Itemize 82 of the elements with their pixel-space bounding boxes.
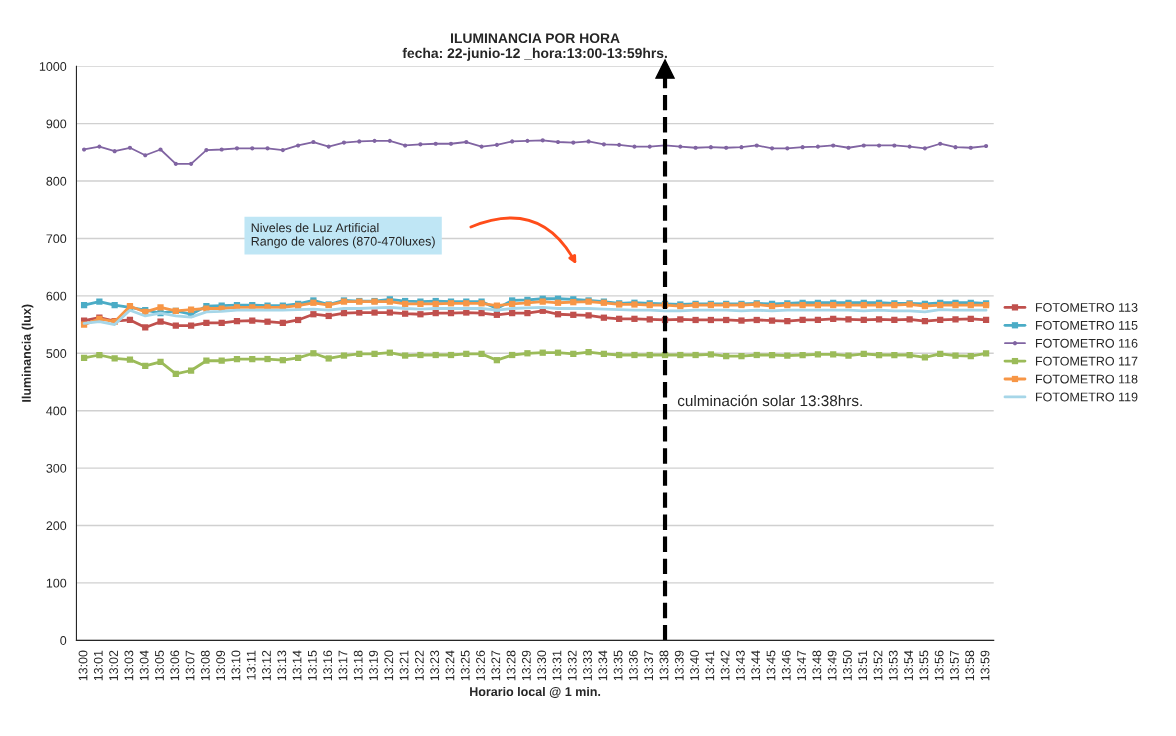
x-tick-label: 13:19: [369, 650, 378, 681]
y-tick-label: 600: [46, 291, 67, 301]
chart-title: ILUMINANCIA POR HORA fecha: 22-junio-12 _hora:13:00-13:59hrs.: [402, 33, 667, 61]
annotation: Niveles de Luz Artificial Rango de valores (870-470luxes): [251, 223, 435, 249]
y-tick-label: 900: [46, 119, 67, 129]
x-tick-label: 13:00: [78, 650, 88, 681]
x-tick-label: 13:49: [827, 650, 837, 681]
x-tick-label: 13:48: [812, 650, 822, 681]
y-tick-label: 200: [46, 521, 67, 531]
x-tick-label: 13:33: [583, 650, 592, 681]
y-tick-label: 100: [46, 578, 67, 588]
legend-label: FOTOMETRO 117: [1036, 356, 1138, 366]
x-tick-label: 13:07: [185, 650, 195, 681]
x-tick-label: 13:18: [353, 650, 363, 681]
x-tick-label: 13:41: [705, 650, 715, 681]
x-tick-label: 13:16: [323, 650, 333, 681]
x-tick-label: 13:35: [613, 650, 623, 681]
y-tick-label: 400: [46, 406, 67, 416]
ref-line-label: culminación solar 13:38hrs.: [677, 394, 862, 407]
x-tick-label: 13:25: [460, 650, 470, 681]
x-tick-label: 13:36: [628, 650, 638, 681]
y-tick-label: 500: [46, 349, 67, 358]
x-tick-label: 13:39: [674, 650, 684, 681]
x-tick-label: 13:45: [766, 650, 776, 681]
x-tick-label: 13:09: [216, 650, 226, 681]
x-tick-label: 13:08: [200, 650, 210, 681]
x-tick-label: 13:51: [858, 650, 868, 681]
x-tick-label: 13:21: [399, 650, 409, 681]
x-tick-label: 13:46: [781, 650, 791, 681]
x-tick-label: 13:34: [598, 650, 608, 681]
x-tick-label: 13:57: [950, 650, 959, 681]
x-tick-label: 13:32: [567, 650, 577, 681]
x-tick-label: 13:06: [170, 650, 180, 681]
x-tick-label: 13:42: [720, 650, 730, 681]
x-tick-label: 13:05: [155, 650, 164, 681]
x-tick-label: 13:02: [109, 650, 119, 681]
x-tick-label: 13:17: [338, 650, 348, 681]
x-tick-label: 13:12: [262, 650, 271, 681]
x-tick-label: 13:54: [904, 650, 913, 681]
x-tick-label: 13:13: [277, 650, 287, 681]
y-tick-label: 0: [60, 636, 67, 645]
x-tick-label: 13:04: [139, 650, 149, 681]
x-tick-label: 13:30: [537, 650, 547, 681]
x-tick-label: 13:38: [659, 650, 669, 681]
x-tick-label: 13:50: [842, 650, 852, 681]
x-tick-label: 13:15: [307, 650, 317, 681]
x-tick-label: 13:24: [445, 650, 455, 681]
x-tick-label: 13:53: [888, 650, 898, 681]
legend-label: FOTOMETRO 118: [1036, 374, 1138, 384]
legend-label: FOTOMETRO 119: [1036, 392, 1138, 402]
x-tick-label: 13:56: [934, 650, 944, 681]
x-tick-label: 13:01: [93, 650, 103, 681]
x-tick-label: 13:58: [965, 650, 975, 681]
x-tick-label: 13:44: [751, 650, 761, 681]
y-tick-label: 800: [46, 176, 67, 186]
x-tick-label: 13:52: [873, 650, 883, 681]
x-tick-label: 13:10: [231, 650, 241, 681]
x-tick-label: 13:14: [292, 650, 302, 681]
y-tick-label: 700: [46, 234, 67, 244]
y-tick-label: 1000: [39, 62, 67, 71]
x-tick-label: 13:26: [476, 650, 485, 681]
x-tick-label: 13:23: [430, 650, 440, 681]
x-tick-label: 13:31: [552, 650, 562, 681]
x-tick-label: 13:40: [690, 650, 699, 681]
x-tick-label: 13:47: [797, 650, 806, 681]
x-tick-label: 13:03: [124, 650, 134, 681]
x-tick-label: 13:28: [506, 650, 516, 681]
x-tick-label: 13:37: [644, 650, 654, 681]
y-tick-label: 300: [46, 463, 67, 473]
x-tick-label: 13:22: [414, 650, 424, 681]
x-tick-label: 13:59: [980, 650, 990, 681]
legend-label: FOTOMETRO 116: [1036, 338, 1138, 348]
x-tick-label: 13:29: [521, 650, 531, 681]
x-tick-label: 13:55: [919, 650, 929, 681]
x-tick-label: 13:20: [384, 650, 394, 681]
x-tick-label: 13:43: [735, 650, 745, 681]
legend-label: FOTOMETRO 113: [1036, 303, 1138, 312]
x-axis-title: Horario local @ 1 min.: [470, 686, 601, 698]
legend-label: FOTOMETRO 115: [1036, 320, 1138, 330]
x-tick-label: 13:27: [491, 650, 501, 681]
x-tick-label: 13:11: [246, 650, 256, 680]
y-axis-title: Iluminancia (lux): [21, 304, 34, 402]
